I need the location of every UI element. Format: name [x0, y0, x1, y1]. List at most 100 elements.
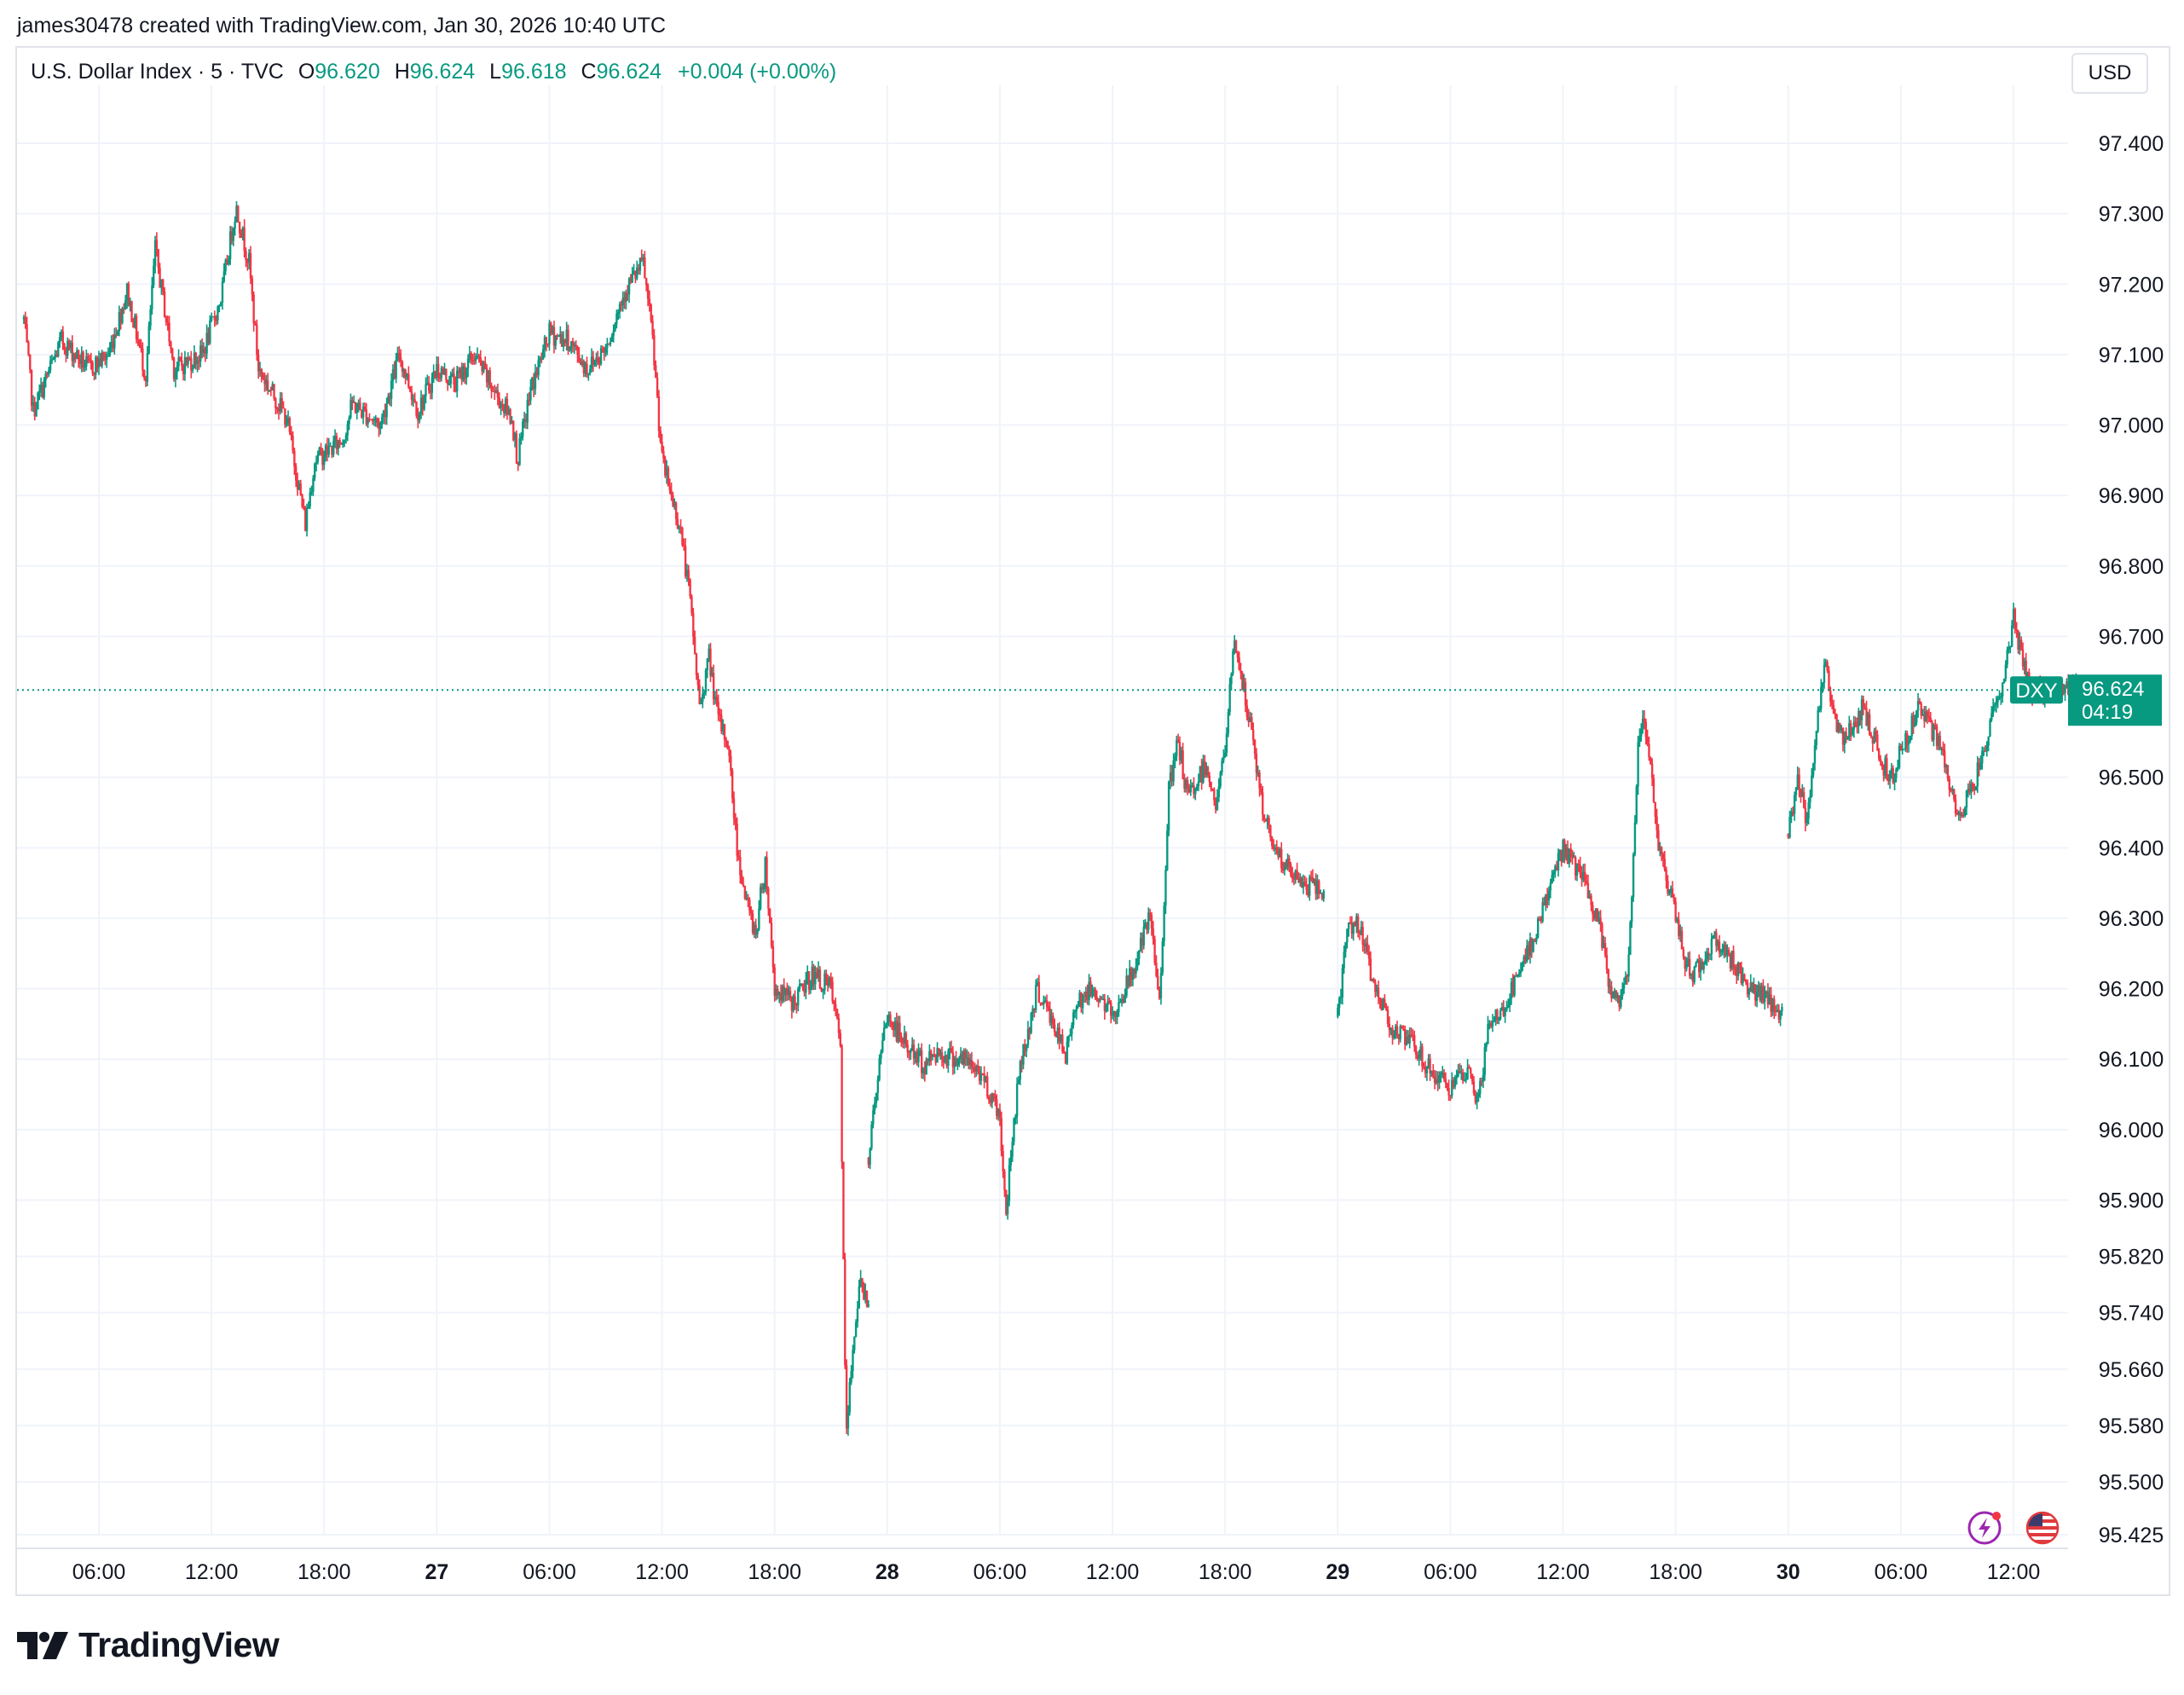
candle-body [84, 366, 86, 368]
candle-body [1624, 975, 1627, 984]
candle-body [1223, 752, 1227, 757]
candle-body [32, 402, 35, 406]
candle-body [479, 357, 482, 362]
candle-body [592, 356, 595, 365]
candle-body [1037, 981, 1041, 1003]
candle-body [970, 1060, 974, 1067]
us-flag-icon[interactable] [2024, 1509, 2061, 1547]
candle-body [1459, 1071, 1461, 1073]
candle-body [1141, 938, 1144, 946]
candle-body [256, 324, 258, 356]
candle-body [1979, 763, 1982, 770]
candle-body [1176, 739, 1178, 756]
candle-body [1292, 878, 1296, 880]
candle-body [488, 370, 491, 385]
time-tick-label: 18:00 [1199, 1560, 1252, 1584]
price-tick-label: 97.200 [2099, 273, 2164, 297]
close-value: 96.624 [596, 60, 662, 84]
candle-body [925, 1059, 927, 1075]
candle-body [1824, 662, 1828, 665]
candle-body [732, 798, 736, 819]
candle-body [1918, 701, 1921, 704]
candle-body [1009, 1156, 1012, 1166]
candle-body [892, 1025, 895, 1031]
candle-body [323, 457, 326, 466]
candle-body [912, 1044, 916, 1059]
symbol-title[interactable]: U.S. Dollar Index · 5 · TVC [31, 60, 284, 84]
candle-body [1554, 866, 1557, 873]
candle-body [265, 380, 268, 385]
candle-body [221, 281, 224, 303]
candle-body [194, 352, 197, 364]
candle-body [321, 449, 324, 466]
candle-body [756, 929, 759, 935]
candle-body [1596, 908, 1599, 922]
candle-body [1101, 998, 1103, 1000]
candle-body [232, 228, 235, 241]
candle-body [983, 1073, 985, 1082]
candle-body [1350, 923, 1354, 934]
candle-body [473, 360, 476, 362]
candle-body [823, 973, 826, 991]
currency-button[interactable]: USD [2071, 53, 2148, 94]
candle-body [1549, 883, 1552, 891]
candle-body [949, 1048, 951, 1052]
price-axis[interactable]: 97.400 97.300 97.200 97.100 97.000 96.900 96.8… [2099, 132, 2164, 1547]
candle-body [329, 446, 332, 448]
candle-body [1447, 1088, 1450, 1096]
candle-body [881, 1039, 884, 1052]
candle-body [1391, 1027, 1394, 1038]
candle-body [841, 1045, 843, 1162]
candle-body [653, 335, 656, 366]
candle-body [1650, 763, 1654, 778]
candle-body [1394, 1026, 1397, 1036]
candle-body [1206, 767, 1210, 776]
candle-body [930, 1050, 933, 1057]
candle-body [1685, 963, 1688, 969]
candle-body [979, 1073, 983, 1081]
candle-body [934, 1055, 937, 1063]
time-tick-label: 18:00 [298, 1560, 351, 1584]
tradingview-brand[interactable]: TradingView [17, 1625, 280, 1665]
candle-body [1453, 1078, 1457, 1087]
candle-body [1269, 824, 1272, 838]
candle-body [260, 369, 263, 375]
candle-body [1693, 966, 1696, 982]
candle-body [695, 653, 698, 675]
candle-body [917, 1051, 920, 1062]
time-tick-label: 27 [425, 1560, 448, 1584]
candle-body [1953, 789, 1956, 800]
candle-body [1580, 874, 1583, 880]
lightning-icon[interactable] [1966, 1509, 2003, 1547]
candle-body [1089, 981, 1092, 997]
candle-body [1320, 893, 1324, 900]
candle-body [661, 442, 663, 452]
candle-body [1603, 942, 1605, 948]
time-axis[interactable]: 06:00 12:00 18:00 27 06:00 12:00 18:00 28 06:00 1… [17, 1547, 2068, 1584]
candle-body [582, 361, 586, 373]
candle-body [559, 333, 562, 336]
candle-body [86, 356, 90, 359]
candle-body [112, 341, 114, 349]
candle-body [706, 658, 709, 670]
candle-body [61, 331, 64, 344]
candle-body [162, 279, 165, 292]
candle-body [343, 440, 346, 443]
candle-body [1807, 801, 1810, 819]
candle-body [811, 966, 813, 987]
candle-body [1618, 995, 1621, 1007]
candle-body [523, 419, 526, 422]
candle-body [1631, 897, 1633, 923]
candle-body [1626, 975, 1628, 978]
candle-body [494, 391, 496, 393]
candle-body [1290, 865, 1292, 876]
candle-body [1466, 1067, 1469, 1079]
candle-body [193, 352, 196, 368]
candle-body [904, 1033, 908, 1045]
candle-body [1745, 980, 1748, 983]
candle-body [1020, 1061, 1023, 1065]
candle-body [571, 341, 575, 346]
price-tick-label: 96.800 [2099, 555, 2164, 579]
candle-body [1146, 923, 1148, 930]
